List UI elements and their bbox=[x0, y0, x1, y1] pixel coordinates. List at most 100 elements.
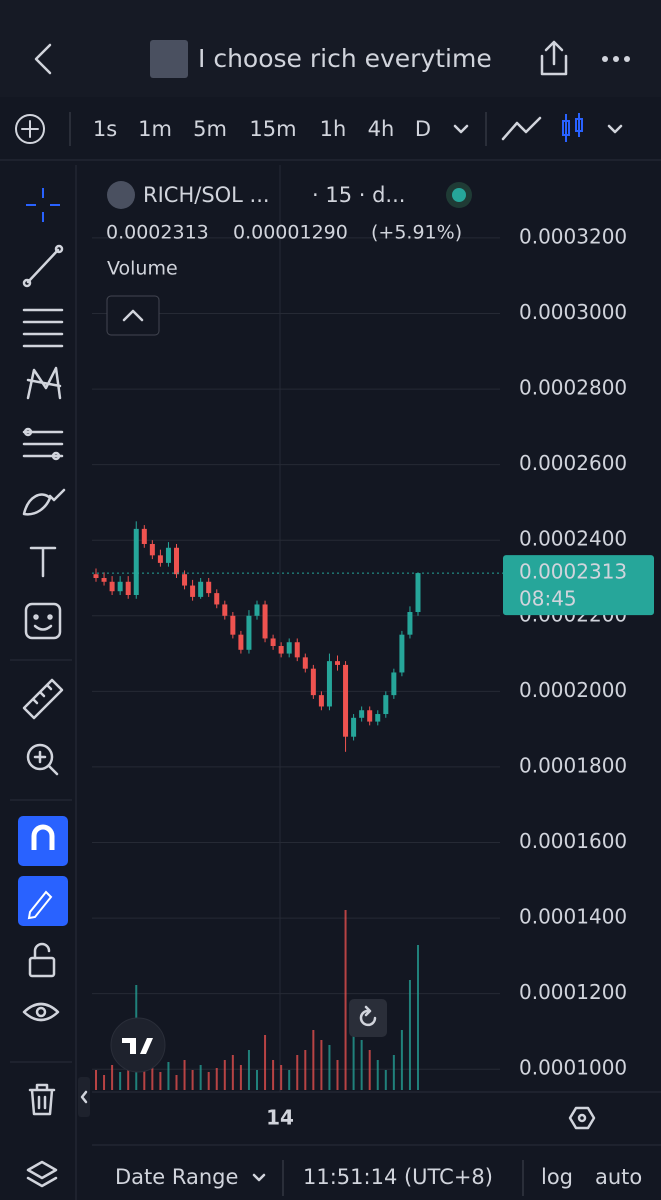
pattern-tool[interactable] bbox=[26, 366, 62, 400]
candle-body bbox=[302, 657, 308, 669]
interval-option[interactable]: 5m bbox=[193, 117, 227, 141]
y-tick-label: 0.0001600 bbox=[519, 829, 627, 853]
candle-body bbox=[351, 717, 357, 737]
candle-body bbox=[391, 672, 397, 696]
volume-bar bbox=[384, 1070, 387, 1090]
trendline-tool[interactable] bbox=[22, 244, 64, 288]
interval-option[interactable]: D bbox=[415, 117, 431, 141]
add-button[interactable] bbox=[15, 114, 45, 144]
lock-drawing-button[interactable] bbox=[18, 876, 68, 926]
y-tick-label: 0.0002800 bbox=[519, 376, 627, 400]
y-tick-label: 0.0003000 bbox=[519, 300, 627, 324]
log-toggle[interactable]: log bbox=[541, 1165, 573, 1189]
volume-bar bbox=[320, 1040, 323, 1090]
y-tick-label: 0.0002600 bbox=[519, 451, 627, 475]
x-tick-label: 14 bbox=[266, 1106, 294, 1130]
status-dot bbox=[452, 188, 466, 202]
layers-tool[interactable] bbox=[26, 1160, 58, 1188]
chart-type-dropdown[interactable] bbox=[607, 124, 623, 134]
volume-bar bbox=[231, 1055, 234, 1090]
y-tick-label: 0.0001800 bbox=[519, 753, 627, 777]
volume-bar bbox=[352, 1000, 355, 1090]
candle-body bbox=[415, 573, 421, 613]
candle-body bbox=[326, 661, 332, 707]
magnet-button[interactable] bbox=[18, 816, 68, 866]
unlock-tool[interactable] bbox=[28, 942, 56, 978]
interval-option[interactable]: 1m bbox=[138, 117, 172, 141]
delete-tool[interactable] bbox=[28, 1083, 56, 1116]
date-range-dropdown[interactable] bbox=[252, 1173, 266, 1182]
candle-body bbox=[125, 581, 131, 596]
interval-option[interactable]: 15m bbox=[249, 117, 296, 141]
candle-body bbox=[141, 528, 147, 544]
volume-bar bbox=[304, 1050, 307, 1090]
tradingview-logo[interactable] bbox=[110, 1017, 166, 1073]
interval-option[interactable]: 1h bbox=[320, 117, 347, 141]
volume-bar bbox=[239, 1065, 242, 1090]
volume-bar bbox=[223, 1060, 226, 1090]
candle-body bbox=[133, 528, 139, 596]
zoom-tool[interactable] bbox=[26, 743, 59, 776]
candle-body bbox=[246, 615, 252, 650]
auto-toggle[interactable]: auto bbox=[595, 1165, 642, 1189]
ruler-tool[interactable] bbox=[22, 678, 64, 720]
volume-bar bbox=[175, 1075, 178, 1090]
settings-button[interactable] bbox=[568, 1106, 596, 1130]
token-avatar bbox=[150, 40, 188, 78]
volume-bar bbox=[207, 1072, 210, 1090]
symbol: RICH/SOL ... bbox=[143, 183, 270, 207]
settings-dot bbox=[577, 1113, 587, 1123]
symbol-avatar bbox=[107, 181, 135, 209]
text-tool[interactable] bbox=[29, 546, 57, 578]
legend-change: 0.00001290 bbox=[233, 222, 348, 244]
candle-body bbox=[214, 593, 220, 605]
crosshair-tool[interactable] bbox=[26, 188, 60, 222]
candle-body bbox=[375, 714, 381, 722]
fib-tool[interactable] bbox=[22, 308, 64, 348]
date-range[interactable]: Date Range bbox=[115, 1165, 238, 1189]
candle-body bbox=[294, 642, 300, 658]
price-tag bbox=[503, 555, 654, 616]
line-chart-button[interactable] bbox=[501, 116, 542, 141]
sticker-tool[interactable] bbox=[24, 602, 62, 640]
collapse-legend-button[interactable] bbox=[106, 295, 160, 336]
volume-bar bbox=[127, 1060, 130, 1090]
visibility-tool[interactable] bbox=[22, 1002, 60, 1022]
y-tick-label: 0.0001000 bbox=[519, 1056, 627, 1080]
candle-body bbox=[383, 695, 389, 715]
intervals: 1s 1m 5m 15m 1h 4h D bbox=[93, 117, 431, 141]
y-tick-label: 0.0002400 bbox=[519, 527, 627, 551]
interval-dropdown[interactable] bbox=[453, 124, 469, 134]
collapse-panel[interactable] bbox=[78, 1077, 90, 1117]
candle-body bbox=[190, 585, 196, 597]
interval-label: · 15 · d... bbox=[312, 183, 405, 207]
volume-bar bbox=[288, 1070, 291, 1090]
candle-body bbox=[278, 646, 284, 654]
price-axis: 0.0003200 0.0003000 0.0002800 0.0002600 0.00… bbox=[503, 224, 654, 1080]
volume-bar bbox=[376, 1060, 379, 1090]
legend-change-pct: (+5.91%) bbox=[371, 222, 462, 244]
candle-body bbox=[230, 615, 236, 635]
reset-button[interactable] bbox=[349, 999, 387, 1037]
candle-body bbox=[101, 578, 107, 582]
volume-bar bbox=[392, 1055, 395, 1090]
candle-body bbox=[254, 604, 260, 616]
more-button[interactable] bbox=[602, 56, 630, 62]
volume-bar bbox=[272, 1060, 275, 1090]
candle-body bbox=[174, 547, 179, 575]
candle-body bbox=[149, 543, 155, 556]
candle-body bbox=[359, 710, 365, 718]
share-button[interactable] bbox=[540, 40, 568, 76]
time: 11:51:14 (UTC+8) bbox=[303, 1165, 493, 1189]
back-button[interactable] bbox=[34, 43, 52, 75]
candle-chart-button[interactable] bbox=[562, 113, 583, 142]
candle-body bbox=[399, 634, 405, 673]
interval-option[interactable]: 4h bbox=[368, 117, 395, 141]
logo-mark bbox=[122, 1038, 153, 1054]
indicator-label: Volume bbox=[107, 258, 178, 280]
brush-tool[interactable] bbox=[22, 488, 66, 516]
volume-bar bbox=[360, 1040, 363, 1090]
volume-bar bbox=[256, 1070, 258, 1090]
interval-option[interactable]: 1s bbox=[93, 117, 117, 141]
prediction-tool[interactable] bbox=[22, 427, 64, 461]
